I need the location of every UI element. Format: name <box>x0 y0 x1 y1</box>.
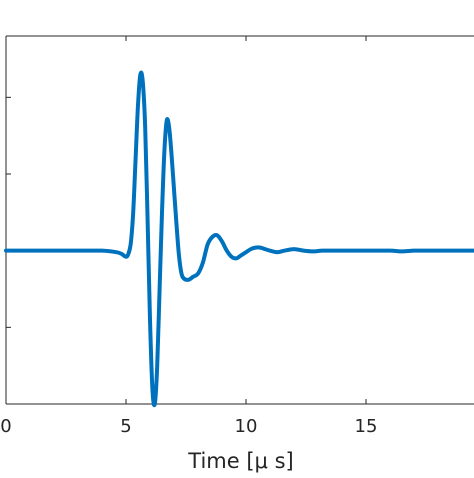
ticks: 0 5 10 15 <box>0 36 377 437</box>
x-tick-label-3: 15 <box>355 416 378 437</box>
series-group <box>4 70 474 408</box>
x-axis-label: Time [μ s] <box>187 449 293 473</box>
axes <box>5 35 474 405</box>
x-tick-label-1: 5 <box>120 416 131 437</box>
x-tick-label-0: 0 <box>0 416 11 437</box>
series-line-0 <box>4 70 474 408</box>
x-tick-label-2: 10 <box>235 416 258 437</box>
